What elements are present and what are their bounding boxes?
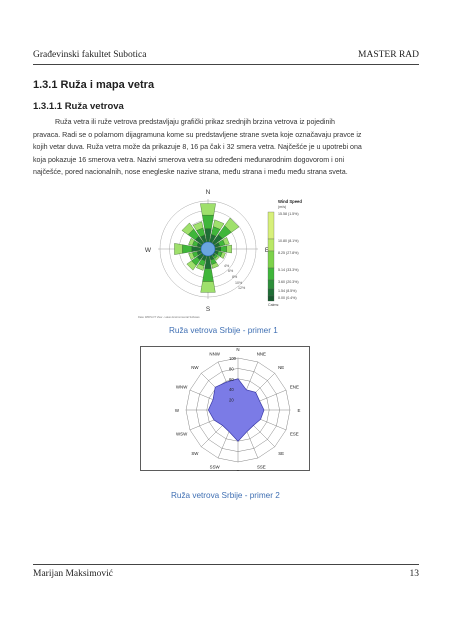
rose1-bar-segment: [226, 244, 232, 254]
footer-author: Marijan Maksimović: [33, 569, 113, 579]
radar-direction-label: SSW: [210, 464, 221, 469]
legend-swatch: [267, 279, 275, 290]
legend-swatch: [267, 211, 275, 240]
radar-figure-2: 100 80 60 40 20 N NNE NE ENE E ESE SE SSE S SSW SW WSW W…: [140, 346, 310, 474]
paragraph-line: Ruža vetra ili ruže vetrova predstavljaj…: [55, 118, 335, 126]
rose1-calms-circle: [200, 241, 216, 257]
legend-swatch: [267, 238, 275, 252]
radar-direction-label: W: [175, 408, 180, 413]
radar-tick-label: 100: [229, 356, 237, 361]
radar-direction-label: NE: [278, 365, 284, 370]
body-paragraph: Ruža vetra ili ruže vetrova predstavljaj…: [33, 116, 419, 179]
legend-swatch: [267, 295, 275, 302]
rose1-legend: Wind Speed (m/s) 15.58 (1.5%) 10.80 (8.1%…: [267, 199, 302, 307]
rose1-bar-segment: [202, 268, 214, 282]
ring-label: 8%: [232, 275, 238, 279]
legend-calms-label: Calms:: [268, 303, 279, 307]
legend-entry-label: 8.25 (27.8%): [278, 251, 299, 255]
paragraph-line: koja pokazuje 16 smerova vetra. Nazivi s…: [33, 155, 345, 164]
paragraph-line: pravaca. Radi se o polarnom dijagramuna …: [33, 130, 362, 139]
rose1-bar-segment: [202, 215, 214, 229]
rose1-bar-segment: [214, 246, 221, 252]
radar-direction-label: S: [237, 469, 240, 471]
radar-direction-label: ESE: [290, 431, 299, 436]
wind-rose-1: N S W E 4% 6% 8% 10% 12% Wind Speed (m/s…: [138, 189, 302, 319]
rose1-bar-segment: [222, 237, 230, 246]
legend-title: Wind Speed: [278, 199, 302, 204]
rose1-bar-segment: [188, 238, 195, 246]
ring-label: 6%: [228, 269, 234, 273]
radar-direction-label: E: [298, 408, 301, 413]
rose1-bar-segment: [196, 263, 205, 271]
radar-direction-label: SE: [278, 451, 284, 456]
ring-label: 12%: [238, 286, 246, 290]
compass-s-label: S: [206, 306, 211, 313]
legend-entry-label: 0.00 (0.4%): [278, 296, 297, 300]
compass-e-label: E: [265, 247, 270, 254]
legend-entry-label: 10.80 (8.1%): [278, 239, 299, 243]
rose1-bar-segment: [211, 262, 219, 269]
radar-direction-label: N: [236, 347, 239, 352]
paragraph-line: najčešće, pored nacionalnih, nose enegle…: [33, 168, 348, 177]
rose1-bar-segment: [200, 281, 216, 293]
rose1-bar-segment: [182, 244, 192, 254]
legend-unit: (m/s): [278, 205, 286, 209]
rose1-bar-segment: [188, 252, 195, 260]
legend-entry-label: 3.60 (20.3%): [278, 280, 299, 284]
radar-direction-label: WSW: [176, 431, 188, 436]
legend-swatch: [267, 288, 275, 297]
compass-w-label: W: [145, 247, 152, 254]
radar-tick-label: 80: [229, 366, 234, 371]
rose1-bar-segment: [200, 203, 216, 216]
subsection-heading: 1.3.1.1 Ruža vetrova: [33, 101, 124, 112]
page-header: Građevinski fakultet Subotica MASTER RAD: [33, 50, 419, 64]
rose1-bar-segment: [181, 222, 195, 236]
radar-direction-label: WNW: [176, 385, 188, 390]
legend-entry-label: 5.14 (33.3%): [278, 268, 299, 272]
rose1-bar-segment: [192, 221, 204, 231]
radar-chart: 100 80 60 40 20 N NNE NE ENE E ESE SE SSE S SSW SW WSW W…: [140, 346, 310, 474]
header-rule: [33, 64, 419, 65]
footer-rule: [33, 564, 419, 565]
radar-direction-label: NNW: [209, 352, 220, 357]
rose1-bars: [174, 203, 240, 293]
legend-swatch: [267, 250, 275, 269]
rose1-bar-segment: [220, 252, 226, 259]
radar-tick-labels: 100 80 60 40 20: [229, 356, 237, 403]
rose1-bar-segment: [214, 255, 220, 261]
radar-tick-label: 60: [229, 377, 234, 382]
rose1-bar-segment: [186, 260, 197, 271]
radar-direction-label: ENE: [290, 385, 299, 390]
header-doc-type: MASTER RAD: [358, 50, 419, 60]
legend-swatch: [267, 267, 275, 281]
figure1-caption: Ruža vetrova Srbije - primer 1: [169, 326, 278, 335]
legend-entry-label: 1.54 (8.5%): [278, 289, 297, 293]
radar-tick-label: 40: [229, 387, 234, 392]
figure1-source-note: Data: WRPLOT View - Lakes Environmental …: [138, 315, 200, 319]
paragraph-line: kojih vetar duva. Ruža vetra može da pri…: [33, 143, 362, 152]
radar-direction-label: SW: [191, 451, 199, 456]
rose1-bar-segment: [174, 243, 183, 255]
section-heading: 1.3.1 Ruža i mapa vetra: [33, 79, 155, 91]
radar-data-polygon: [207, 378, 265, 442]
figure2-caption: Ruža vetrova Srbije - primer 2: [171, 491, 280, 500]
page-number: 13: [409, 569, 420, 579]
radar-direction-label: NW: [191, 365, 199, 370]
rose1-bar-segment: [212, 219, 225, 230]
rose1-bar-segment: [220, 245, 227, 253]
ring-label: 10%: [235, 281, 243, 285]
ring-label: 4%: [224, 264, 230, 268]
legend-entry-label: 15.58 (1.5%): [278, 212, 299, 216]
rose1-bar-segment: [224, 217, 240, 233]
wind-rose-figure-1: N S W E 4% 6% 8% 10% 12% Wind Speed (m/s…: [128, 185, 324, 323]
radar-direction-label: SSE: [257, 464, 266, 469]
radar-direction-label: NNE: [257, 352, 266, 357]
header-institution: Građevinski fakultet Subotica: [33, 50, 147, 60]
radar-tick-label: 20: [229, 398, 234, 403]
compass-n-label: N: [206, 189, 211, 196]
